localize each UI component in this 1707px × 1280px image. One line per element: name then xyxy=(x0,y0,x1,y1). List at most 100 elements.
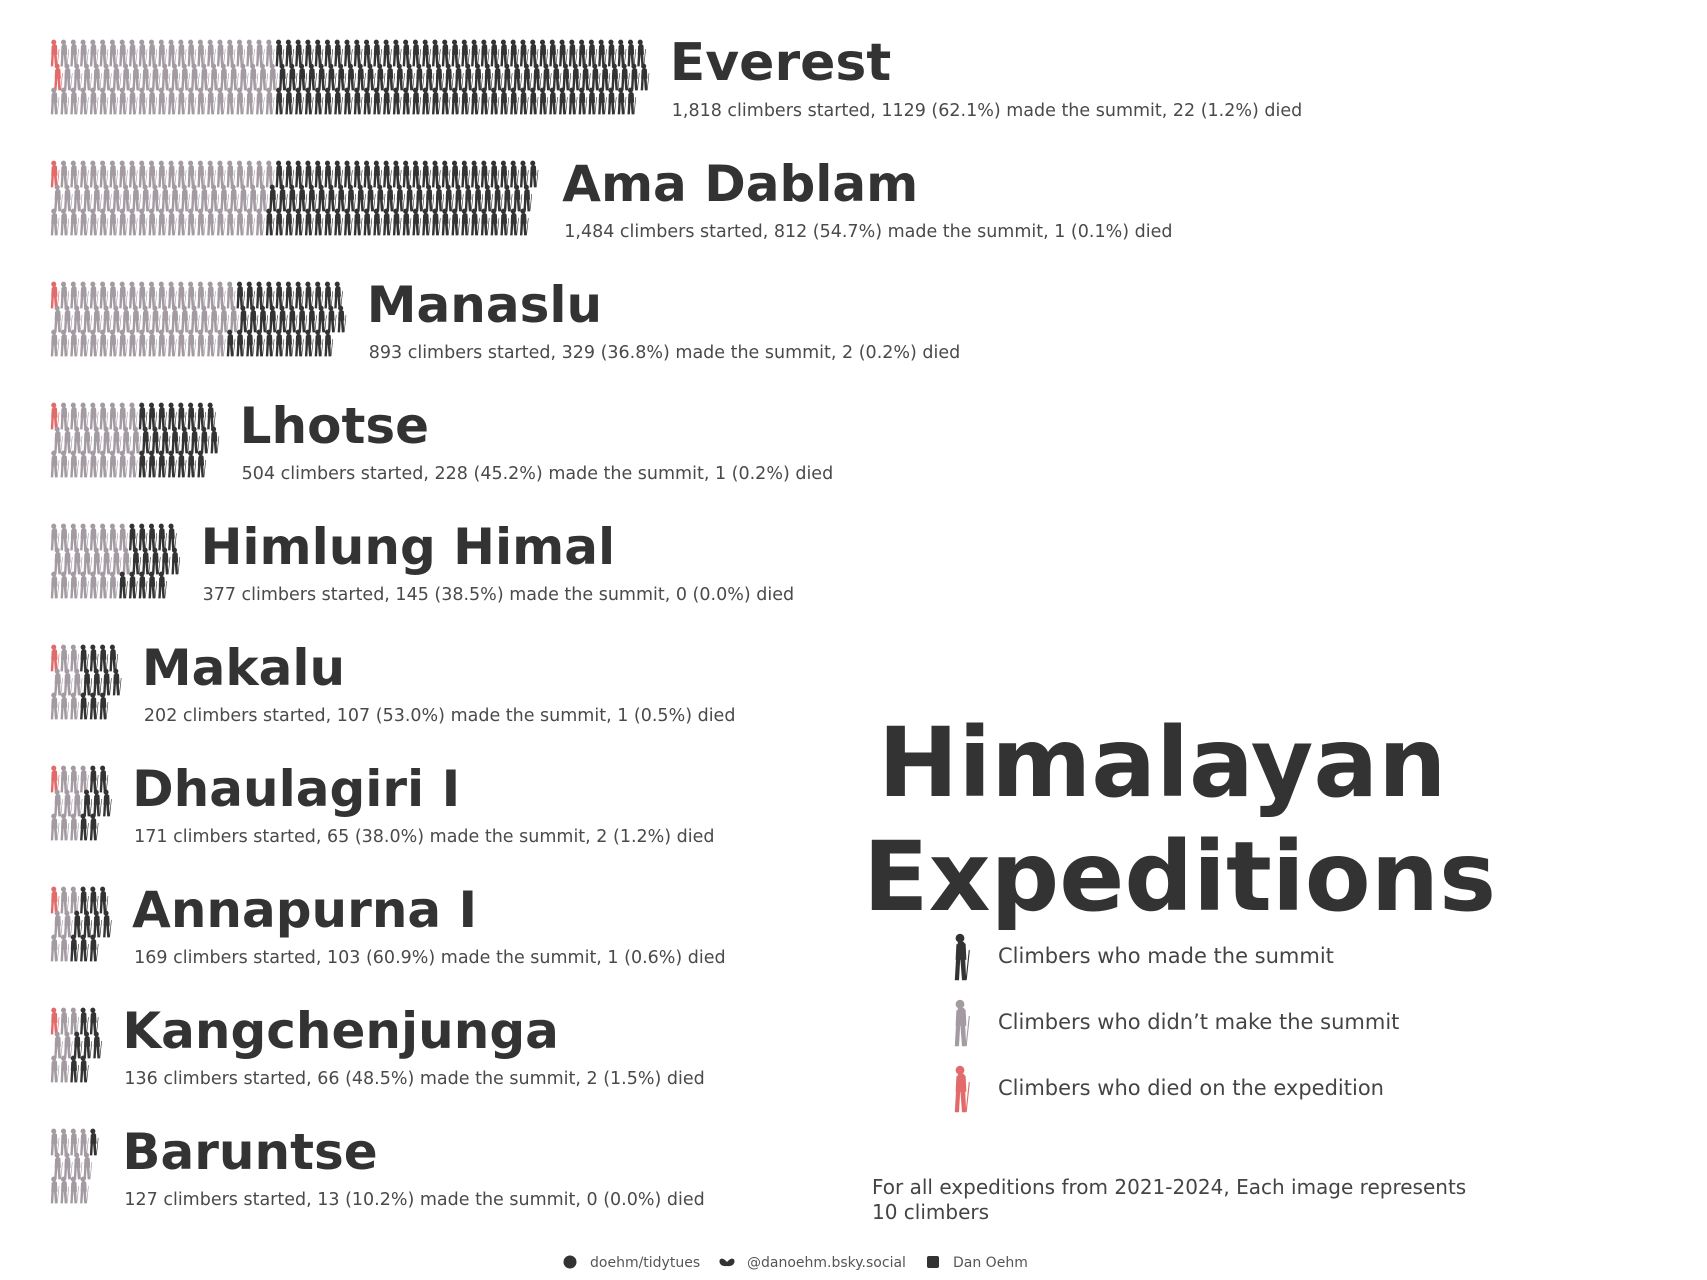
climber-icon-summit xyxy=(80,644,89,672)
note-line: For all expeditions from 2021-2024, Each… xyxy=(872,1175,1466,1199)
climber-icon-summit xyxy=(308,63,317,91)
climber-icon-summit xyxy=(142,547,151,575)
climber-icon-no-summit xyxy=(230,184,239,212)
climber-icon-summit xyxy=(236,281,246,309)
climber-icon-summit xyxy=(480,39,490,67)
climber-icon-no-summit xyxy=(246,208,255,236)
climber-icon-no-summit xyxy=(177,281,187,309)
climber-icon-no-summit xyxy=(70,402,79,430)
climber-icon-summit xyxy=(275,281,285,309)
climber-icon-no-summit xyxy=(158,87,167,115)
climber-icon-summit xyxy=(275,208,285,236)
climber-icon-no-summit xyxy=(60,1055,70,1083)
climber-icon-no-summit xyxy=(54,789,63,817)
climber-icon-no-summit xyxy=(60,765,70,793)
title-line: Himalayan xyxy=(878,707,1447,819)
climber-icon-no-summit xyxy=(207,160,216,188)
climber-icon-summit xyxy=(441,87,451,115)
climber-icon-no-summit xyxy=(128,87,138,115)
climber-icon-summit xyxy=(539,87,549,115)
climber-icon-no-summit xyxy=(236,208,246,236)
climber-icon-summit xyxy=(549,39,558,67)
footer-text[interactable]: doehm/tidytues xyxy=(590,1255,700,1271)
climber-icon-no-summit xyxy=(161,184,171,212)
climber-icon-no-summit xyxy=(148,160,158,188)
climber-icon-summit xyxy=(519,208,529,236)
climber-icon-summit xyxy=(158,523,167,551)
climber-icon-summit xyxy=(89,692,99,720)
climber-icon-no-summit xyxy=(138,329,148,357)
climber-icon-summit xyxy=(295,208,304,236)
climber-icon-no-summit xyxy=(158,39,167,67)
climber-icon-summit xyxy=(337,63,347,91)
climber-icon-no-summit xyxy=(236,160,246,188)
climber-icon-no-summit xyxy=(132,305,142,333)
climber-icon-summit xyxy=(529,160,539,188)
climber-icon-summit xyxy=(308,305,317,333)
climber-icon-summit xyxy=(353,87,363,115)
climber-icon-no-summit xyxy=(158,281,167,309)
climber-icon-summit xyxy=(73,910,83,938)
climber-icon-no-summit xyxy=(177,329,187,357)
climber-icon-summit xyxy=(445,184,454,212)
climber-icon-no-summit xyxy=(73,789,83,817)
climber-icon-summit xyxy=(490,208,500,236)
climber-icon-no-summit xyxy=(89,523,99,551)
climber-icon-summit xyxy=(279,63,288,91)
peak-row: Himlung Himal 377 climbers started, 145 (… xyxy=(50,518,794,605)
climber-icon-no-summit xyxy=(177,39,187,67)
footer-text[interactable]: Dan Oehm xyxy=(953,1255,1028,1271)
climber-icon-summit xyxy=(99,886,109,914)
climber-icon-no-summit xyxy=(50,1176,60,1204)
climber-icon-summit xyxy=(347,63,357,91)
climber-icon-no-summit xyxy=(197,39,207,67)
climber-icon-summit xyxy=(392,87,402,115)
climber-icon-summit xyxy=(265,329,275,357)
climber-icon-no-summit xyxy=(70,571,79,599)
climber-icon-summit xyxy=(158,450,167,478)
climber-icon-no-summit xyxy=(83,547,93,575)
climber-icon-no-summit xyxy=(109,329,119,357)
climber-icon-summit xyxy=(588,39,598,67)
climber-icon-summit xyxy=(454,184,464,212)
climber-icon-no-summit xyxy=(70,87,79,115)
climber-icon-summit xyxy=(161,426,171,454)
climber-icon-summit xyxy=(304,329,314,357)
climber-icon-summit xyxy=(112,668,122,696)
climber-icon-no-summit xyxy=(122,184,132,212)
peak-row: Dhaulagiri I 171 climbers started, 65 (38… xyxy=(50,760,715,847)
climber-icon-summit xyxy=(617,87,627,115)
climber-icon-no-summit xyxy=(239,184,249,212)
climber-icon-summit xyxy=(80,886,89,914)
climber-icon-summit xyxy=(406,63,415,91)
climber-icon-no-summit xyxy=(50,208,60,236)
climber-icon-no-summit xyxy=(128,450,138,478)
climber-icon-summit xyxy=(109,644,119,672)
climber-icon-no-summit xyxy=(216,160,226,188)
climber-icon-no-summit xyxy=(148,87,158,115)
climber-icon-summit xyxy=(402,208,412,236)
climber-icon-no-summit xyxy=(216,281,226,309)
climber-icon-summit xyxy=(334,160,343,188)
peak-name: Manaslu xyxy=(367,276,602,334)
climber-icon-summit xyxy=(298,305,308,333)
climber-icon-summit xyxy=(265,281,275,309)
climber-icon-no-summit xyxy=(80,450,89,478)
climber-icon-no-summit xyxy=(70,39,79,67)
climber-icon-no-summit xyxy=(70,208,79,236)
climber-icon-summit xyxy=(490,160,500,188)
climber-icon-no-summit xyxy=(181,184,190,212)
climber-icon-no-summit xyxy=(70,765,79,793)
climber-icon-no-summit xyxy=(103,63,112,91)
climber-icon-no-summit xyxy=(246,39,255,67)
climber-icon-no-summit xyxy=(54,1152,63,1180)
climber-icon-summit xyxy=(542,63,552,91)
climber-icon-no-summit xyxy=(60,644,70,672)
climber-icon-no-summit xyxy=(89,329,99,357)
climber-icon-summit xyxy=(494,63,503,91)
climber-icon-no-summit xyxy=(112,547,122,575)
climber-icon-no-summit xyxy=(99,39,109,67)
peak-row: Baruntse 127 climbers started, 13 (10.2%)… xyxy=(50,1123,705,1210)
climber-icon-no-summit xyxy=(177,87,187,115)
footer-text[interactable]: @danoehm.bsky.social xyxy=(747,1255,906,1271)
